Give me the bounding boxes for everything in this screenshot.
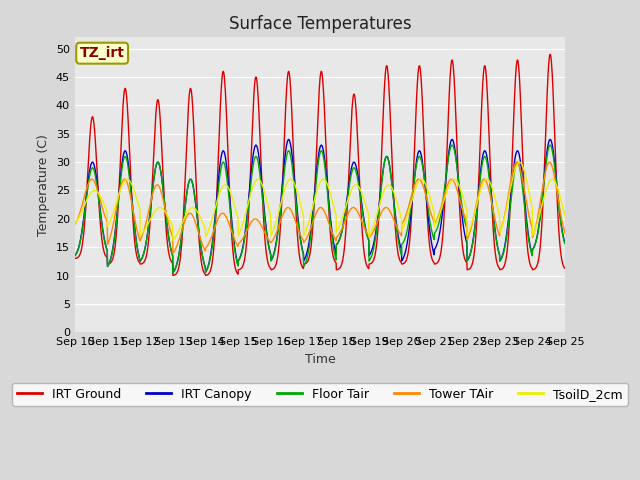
TsoilD_2cm [324,184,332,190]
Floor Tair [540,179,548,185]
Tower TAir [376,214,383,220]
Floor Tair [162,214,170,219]
Line: TsoilD_2cm: TsoilD_2cm [75,162,565,240]
IRT Canopy [162,214,170,219]
TsoilD_2cm [71,221,79,227]
IRT Canopy [71,253,79,259]
IRT Ground [324,200,332,205]
Floor Tair [71,253,79,259]
Tower TAir [162,210,170,216]
TsoilD_2cm [561,213,569,219]
TsoilD_2cm [376,202,383,208]
X-axis label: Time: Time [305,353,335,366]
Line: Floor Tair: Floor Tair [75,145,565,273]
IRT Canopy [169,270,177,276]
Floor Tair [324,200,332,205]
Y-axis label: Temperature (C): Temperature (C) [37,134,51,236]
IRT Ground [547,51,554,57]
Floor Tair [561,241,569,247]
IRT Ground [205,271,212,276]
IRT Ground [561,265,569,271]
Tower TAir [540,176,548,182]
TsoilD_2cm [205,227,212,232]
Floor Tair [465,254,473,260]
Title: Surface Temperatures: Surface Temperatures [228,15,412,33]
IRT Ground [540,179,548,185]
Floor Tair [169,270,177,276]
Tower TAir [71,221,79,227]
IRT Canopy [540,175,548,181]
IRT Ground [162,226,170,231]
Tower TAir [513,159,521,165]
TsoilD_2cm [162,210,170,216]
Line: IRT Canopy: IRT Canopy [75,140,565,273]
Line: IRT Ground: IRT Ground [75,54,565,276]
IRT Canopy [285,137,292,143]
IRT Canopy [376,197,383,203]
Line: Tower TAir: Tower TAir [75,162,565,253]
TsoilD_2cm [465,228,473,234]
Tower TAir [169,251,177,256]
Tower TAir [465,232,473,238]
Floor Tair [376,202,383,207]
Floor Tair [448,142,456,148]
Text: TZ_irt: TZ_irt [80,46,125,60]
IRT Canopy [205,261,212,267]
IRT Canopy [465,253,473,259]
TsoilD_2cm [169,238,177,243]
IRT Ground [71,255,79,261]
IRT Ground [376,200,383,206]
Tower TAir [205,240,212,246]
Legend: IRT Ground, IRT Canopy, Floor Tair, Tower TAir, TsoilD_2cm: IRT Ground, IRT Canopy, Floor Tair, Towe… [12,383,628,406]
IRT Canopy [324,196,332,202]
IRT Ground [465,266,473,272]
TsoilD_2cm [540,194,548,200]
Tower TAir [324,219,332,225]
IRT Ground [169,273,177,278]
Tower TAir [561,230,569,236]
Floor Tair [205,262,212,268]
IRT Canopy [561,240,569,246]
TsoilD_2cm [515,159,523,165]
